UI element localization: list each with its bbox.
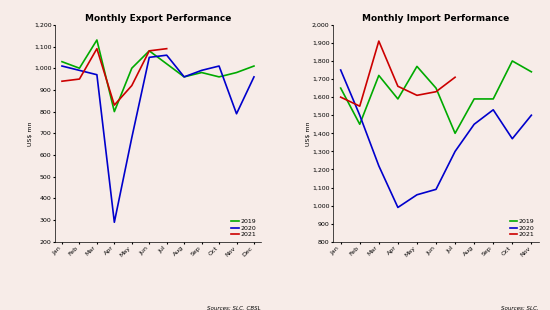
- Legend: 2019, 2020, 2021: 2019, 2020, 2021: [508, 218, 536, 239]
- 2020: [129, 136, 135, 140]
- 2019: [59, 60, 65, 64]
- 2019: [433, 86, 439, 90]
- 2021: [452, 75, 458, 79]
- 2021: [111, 103, 118, 107]
- 2019: [452, 131, 458, 135]
- 2020: [181, 75, 188, 79]
- Line: 2020: 2020: [340, 70, 531, 207]
- 2021: [59, 79, 65, 83]
- 2020: [356, 113, 363, 117]
- 2019: [509, 59, 515, 63]
- 2021: [129, 84, 135, 87]
- 2021: [376, 39, 382, 43]
- 2020: [111, 220, 118, 224]
- 2019: [490, 97, 497, 101]
- Legend: 2019, 2020, 2021: 2019, 2020, 2021: [230, 218, 258, 239]
- 2019: [471, 97, 477, 101]
- 2020: [146, 55, 152, 59]
- 2019: [111, 110, 118, 113]
- 2020: [414, 193, 420, 197]
- 2019: [181, 75, 188, 79]
- 2020: [199, 69, 205, 72]
- 2019: [233, 71, 240, 74]
- 2020: [163, 53, 170, 57]
- 2019: [251, 64, 257, 68]
- 2019: [76, 66, 82, 70]
- 2019: [414, 64, 420, 68]
- 2019: [356, 122, 363, 126]
- Line: 2019: 2019: [62, 40, 254, 112]
- 2019: [146, 49, 152, 53]
- 2020: [59, 64, 65, 68]
- Line: 2021: 2021: [340, 41, 455, 106]
- Y-axis label: US$ mn: US$ mn: [28, 121, 32, 146]
- 2021: [94, 47, 100, 51]
- 2019: [129, 66, 135, 70]
- 2020: [471, 122, 477, 126]
- 2020: [233, 112, 240, 116]
- 2021: [146, 49, 152, 53]
- 2019: [163, 62, 170, 66]
- 2021: [414, 94, 420, 97]
- 2020: [528, 113, 535, 117]
- Title: Monthly Export Performance: Monthly Export Performance: [85, 14, 231, 23]
- 2019: [94, 38, 100, 42]
- 2019: [394, 97, 401, 101]
- 2019: [337, 86, 344, 90]
- 2020: [452, 149, 458, 153]
- 2020: [216, 64, 222, 68]
- Title: Monthly Import Performance: Monthly Import Performance: [362, 14, 510, 23]
- 2020: [433, 188, 439, 191]
- 2020: [376, 164, 382, 168]
- Line: 2020: 2020: [62, 55, 254, 222]
- Line: 2021: 2021: [62, 49, 167, 105]
- 2020: [251, 75, 257, 79]
- 2021: [163, 47, 170, 51]
- 2019: [216, 75, 222, 79]
- 2019: [528, 70, 535, 74]
- 2021: [356, 104, 363, 108]
- 2020: [490, 108, 497, 112]
- 2019: [199, 71, 205, 74]
- 2020: [337, 68, 344, 72]
- 2020: [509, 137, 515, 141]
- 2020: [94, 73, 100, 77]
- Text: Sources: SLC, CBSL: Sources: SLC, CBSL: [207, 306, 261, 310]
- 2020: [76, 69, 82, 72]
- Y-axis label: US$ mn: US$ mn: [306, 121, 311, 146]
- 2021: [337, 95, 344, 99]
- 2021: [76, 77, 82, 81]
- 2021: [433, 90, 439, 94]
- 2019: [376, 73, 382, 77]
- Line: 2019: 2019: [340, 61, 531, 133]
- Text: Sources: SLC.: Sources: SLC.: [501, 306, 539, 310]
- 2020: [394, 206, 401, 209]
- 2021: [394, 84, 401, 88]
